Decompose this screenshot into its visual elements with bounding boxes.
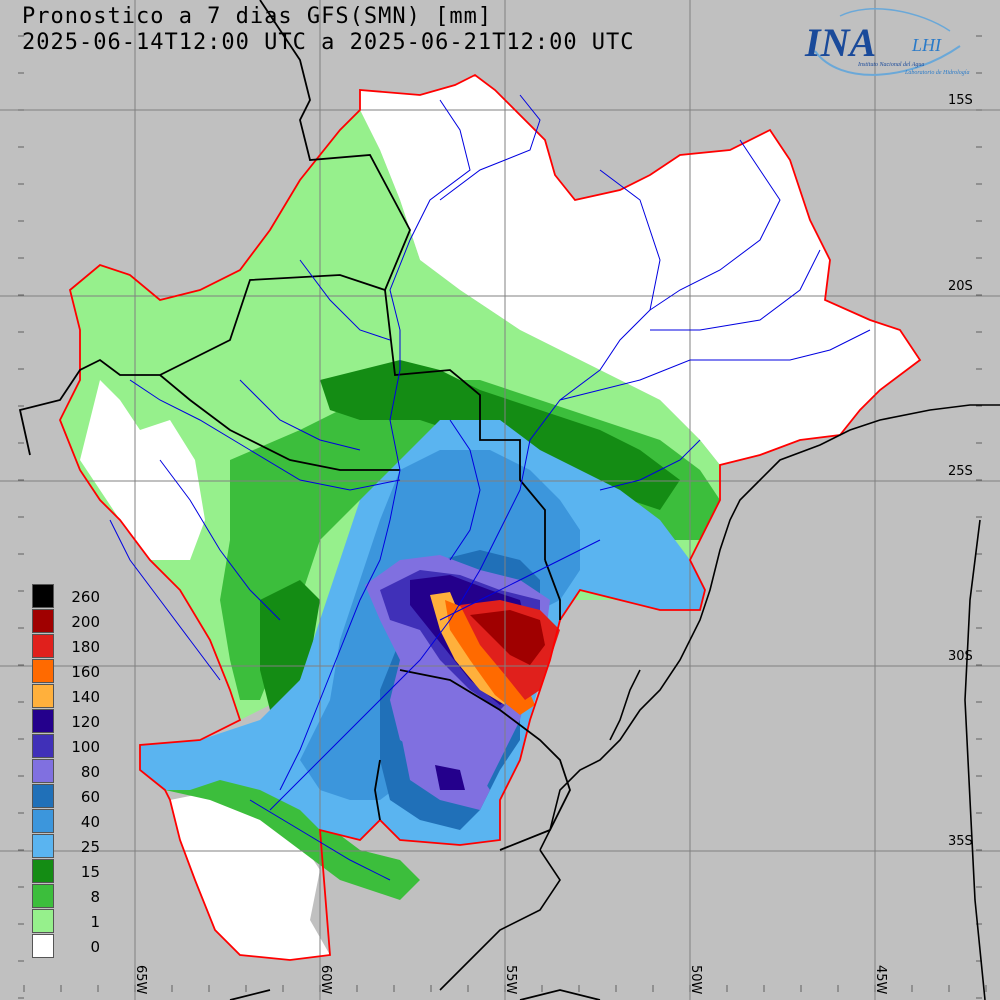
lon-label-55w: 55W	[503, 965, 518, 995]
legend-item: 140	[32, 684, 112, 709]
zone-0mm	[360, 75, 920, 465]
zone-8mm-south	[165, 770, 420, 900]
legend-label: 180	[71, 638, 100, 656]
lat-label-30s: 30S	[948, 649, 973, 664]
svg-text:Laboratorio de Hidrología: Laboratorio de Hidrología	[904, 70, 969, 76]
basin-outline	[59, 73, 922, 961]
zone-160mm	[445, 600, 535, 715]
legend-label: 80	[80, 763, 100, 781]
zone-0mm-west	[80, 380, 205, 560]
zone-15mm-west	[260, 580, 320, 710]
legend-label: 15	[80, 863, 100, 881]
legend-item: 120	[32, 709, 112, 734]
legend-item: 1	[32, 909, 112, 934]
color-legend: 260 200 180 160 140 120 100 80 60 40 25 …	[32, 584, 112, 959]
legend-label: 40	[80, 813, 100, 831]
legend-label: 260	[71, 588, 100, 606]
legend-item: 80	[32, 759, 112, 784]
legend-label: 100	[71, 738, 100, 756]
legend-item: 15	[32, 859, 112, 884]
legend-swatch	[32, 934, 54, 958]
legend-label: 140	[71, 688, 100, 706]
lat-label-20s: 20S	[948, 279, 973, 294]
legend-swatch	[32, 634, 54, 658]
legend-item: 40	[32, 809, 112, 834]
legend-swatch	[32, 884, 54, 908]
legend-item: 200	[32, 609, 112, 634]
legend-swatch	[32, 834, 54, 858]
lon-label-60w: 60W	[318, 965, 333, 995]
legend-label: 120	[71, 713, 100, 731]
precipitation-fields	[60, 75, 920, 960]
legend-label: 60	[80, 788, 100, 806]
legend-swatch	[32, 784, 54, 808]
lon-label-45w: 45W	[873, 965, 888, 995]
map-date-range: 2025-06-14T12:00 UTC a 2025-06-21T12:00 …	[22, 30, 635, 55]
legend-swatch	[32, 659, 54, 683]
lon-label-50w: 50W	[688, 965, 703, 995]
legend-swatch	[32, 909, 54, 933]
legend-swatch	[32, 709, 54, 733]
svg-text:Instituto Nacional del Agua: Instituto Nacional del Agua	[857, 62, 924, 68]
legend-item: 25	[32, 834, 112, 859]
legend-label: 200	[71, 613, 100, 631]
rivers	[109, 94, 871, 881]
logo-swoosh	[814, 45, 961, 76]
legend-swatch	[32, 684, 54, 708]
zone-200mm	[470, 610, 545, 665]
legend-swatch	[32, 759, 54, 783]
legend-item: 180	[32, 634, 112, 659]
zone-120mm-b	[435, 765, 465, 790]
legend-item: 100	[32, 734, 112, 759]
lat-label-25s: 25S	[948, 464, 973, 479]
svg-text:LHI: LHI	[911, 35, 942, 55]
legend-label: 160	[71, 663, 100, 681]
legend-label: 1	[90, 913, 100, 931]
legend-swatch	[32, 609, 54, 633]
legend-item: 60	[32, 784, 112, 809]
legend-item: 8	[32, 884, 112, 909]
legend-swatch	[32, 859, 54, 883]
legend-label: 8	[90, 888, 100, 906]
country-borders	[18, 0, 601, 1000]
svg-text:INA: INA	[804, 20, 876, 65]
legend-label: 25	[80, 838, 100, 856]
ina-lhi-logo: INA LHI Instituto Nacional del Agua Labo…	[804, 8, 969, 76]
legend-item: 260	[32, 584, 112, 609]
legend-label: 0	[90, 938, 100, 956]
lat-label-35s: 35S	[948, 834, 973, 849]
coastline	[439, 404, 1000, 1000]
lat-label-15s: 15S	[948, 93, 973, 108]
legend-item: 0	[32, 934, 112, 959]
lon-label-65w: 65W	[133, 965, 148, 995]
legend-swatch	[32, 584, 54, 608]
legend-swatch	[32, 734, 54, 758]
map-title: Pronostico a 7 dias GFS(SMN) [mm]	[22, 4, 493, 29]
legend-item: 160	[32, 659, 112, 684]
legend-swatch	[32, 809, 54, 833]
